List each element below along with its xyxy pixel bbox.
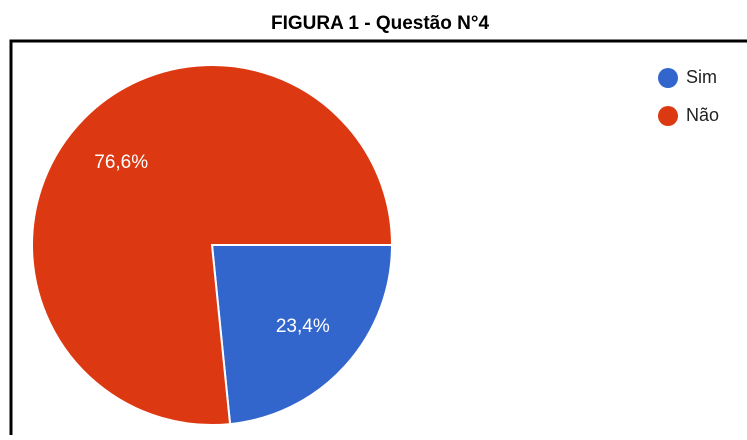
slice-label: 23,4% (276, 316, 330, 337)
slice-label: 76,6% (94, 152, 148, 173)
frame (9, 39, 747, 437)
pie-slice (210, 244, 394, 426)
legend-label: Sim (686, 67, 717, 87)
legend-label: Não (686, 105, 719, 125)
pie-slice (31, 64, 394, 426)
chart-title: FIGURA 1 - Questão N°4 (271, 13, 489, 34)
legend-marker (658, 68, 678, 88)
legend-marker (658, 106, 678, 126)
